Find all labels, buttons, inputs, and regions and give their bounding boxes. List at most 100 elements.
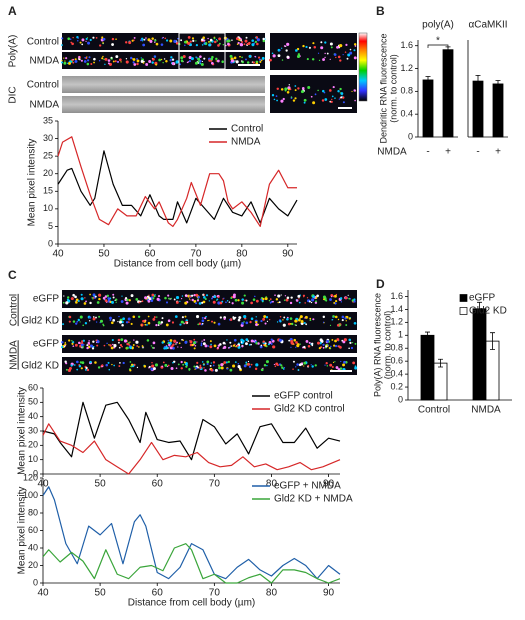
- punctum: [153, 316, 156, 319]
- punctum: [119, 320, 122, 324]
- punctum: [81, 38, 85, 42]
- legend-label: eGFP control: [274, 391, 333, 402]
- y-tick-label: 40: [28, 542, 38, 552]
- punctum: [175, 42, 179, 45]
- punctum: [230, 297, 233, 299]
- punctum: [63, 295, 65, 297]
- punctum: [312, 295, 316, 299]
- punctum: [201, 340, 203, 342]
- punctum: [255, 323, 259, 327]
- punctum: [107, 62, 110, 65]
- y-tick-label: 0: [398, 394, 403, 404]
- punctum: [243, 43, 246, 46]
- punctum: [95, 341, 98, 344]
- punctum: [194, 368, 196, 370]
- punctum: [284, 295, 287, 297]
- punctum: [329, 298, 332, 301]
- punctum: [307, 86, 311, 89]
- punctum: [214, 368, 218, 372]
- punctum: [115, 38, 117, 40]
- punctum: [70, 297, 74, 301]
- x-tick-label: 80: [266, 479, 278, 490]
- punctum: [160, 58, 163, 61]
- punctum: [169, 298, 171, 300]
- punctum: [272, 300, 274, 303]
- punctum: [353, 89, 356, 92]
- punctum: [92, 316, 95, 318]
- punctum: [353, 321, 357, 325]
- x-tick-label: 80: [236, 249, 248, 260]
- punctum: [309, 319, 312, 322]
- punctum: [128, 41, 132, 45]
- punctum: [65, 57, 68, 60]
- punctum: [268, 319, 271, 321]
- punctum: [199, 364, 202, 367]
- punctum: [241, 298, 244, 301]
- punctum: [89, 360, 92, 364]
- punctum: [172, 343, 175, 346]
- punctum: [188, 298, 191, 300]
- punctum: [157, 321, 161, 325]
- punctum: [322, 343, 325, 346]
- punctum: [270, 342, 273, 345]
- punctum: [245, 299, 248, 302]
- punctum: [229, 368, 233, 372]
- punctum: [193, 365, 196, 368]
- punctum: [225, 301, 227, 304]
- punctum: [288, 339, 291, 342]
- x-tick-label: 70: [209, 479, 221, 490]
- punctum: [353, 298, 356, 301]
- punctum: [81, 43, 84, 46]
- punctum: [165, 60, 168, 63]
- punctum: [72, 320, 76, 323]
- punctum: [262, 340, 265, 343]
- punctum: [76, 360, 79, 364]
- punctum: [95, 316, 97, 319]
- punctum: [335, 299, 338, 303]
- punctum: [272, 54, 276, 58]
- punctum: [334, 344, 338, 348]
- punctum: [213, 295, 217, 299]
- punctum: [258, 58, 262, 61]
- punctum: [101, 364, 104, 367]
- punctum: [119, 344, 123, 347]
- punctum: [181, 295, 184, 297]
- punctum: [303, 98, 307, 102]
- punctum: [276, 87, 279, 91]
- punctum: [209, 38, 213, 42]
- punctum: [351, 90, 353, 93]
- punctum: [115, 55, 119, 59]
- punctum: [175, 60, 179, 64]
- punctum: [336, 323, 340, 327]
- punctum: [95, 37, 98, 39]
- punctum: [87, 341, 91, 345]
- punctum: [225, 361, 228, 364]
- punctum: [201, 60, 204, 63]
- y-tick-label: 25: [43, 151, 53, 161]
- punctum: [193, 338, 196, 341]
- punctum: [92, 296, 95, 299]
- punctum: [121, 345, 123, 348]
- punctum: [180, 59, 184, 63]
- punctum: [167, 319, 171, 323]
- punctum: [330, 295, 333, 298]
- punctum: [290, 346, 292, 348]
- punctum: [109, 319, 112, 321]
- punctum: [324, 41, 327, 44]
- punctum: [186, 321, 189, 324]
- punctum: [129, 56, 133, 60]
- punctum: [81, 346, 83, 349]
- punctum: [125, 301, 129, 305]
- punctum: [217, 346, 219, 349]
- punctum: [114, 60, 117, 63]
- punctum: [156, 297, 160, 301]
- punctum: [92, 298, 94, 300]
- punctum: [280, 88, 284, 91]
- punctum: [298, 301, 301, 304]
- x-tick-label: 60: [152, 588, 164, 599]
- punctum: [79, 59, 81, 61]
- punctum: [126, 298, 129, 302]
- punctum: [312, 42, 314, 44]
- punctum: [226, 339, 228, 341]
- y-tick-label: 120: [23, 472, 38, 482]
